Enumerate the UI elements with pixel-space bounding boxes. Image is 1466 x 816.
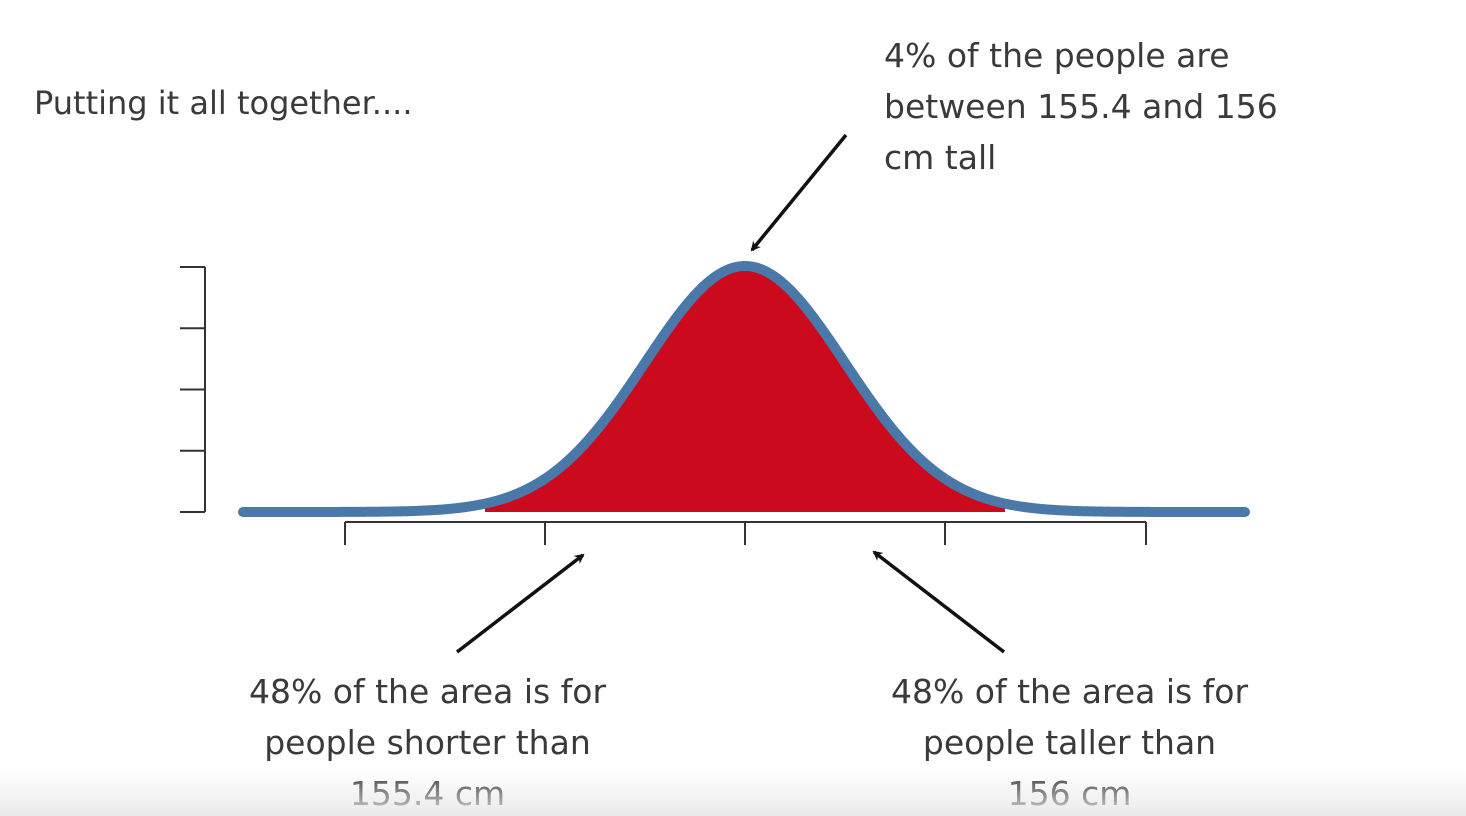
arrow-to-left-tail (455, 553, 585, 654)
left-annotation-line-2: people shorter than (264, 723, 591, 762)
y-axis (180, 266, 206, 513)
arrow-to-peak (750, 133, 848, 252)
top-annotation: 4% of the people are between 155.4 and 1… (884, 30, 1278, 183)
y-axis-ticks (180, 266, 205, 513)
bottom-gradient (0, 770, 1466, 816)
top-annotation-line-3: cm tall (884, 138, 997, 177)
left-annotation-line-1: 48% of the area is for (248, 672, 607, 711)
right-annotation-line-1: 48% of the area is for (890, 672, 1249, 711)
density-curve (238, 261, 1250, 517)
x-axis-ticks (344, 522, 1147, 545)
shaded-probability-area (485, 266, 1005, 512)
slide-title: Putting it all together.... (34, 84, 413, 122)
top-annotation-line-1: 4% of the people are (884, 36, 1230, 75)
right-annotation-line-2: people taller than (922, 723, 1217, 762)
top-annotation-line-2: between 155.4 and 156 (884, 87, 1278, 126)
arrow-to-right-tail (872, 550, 1006, 654)
x-axis (344, 521, 1147, 545)
